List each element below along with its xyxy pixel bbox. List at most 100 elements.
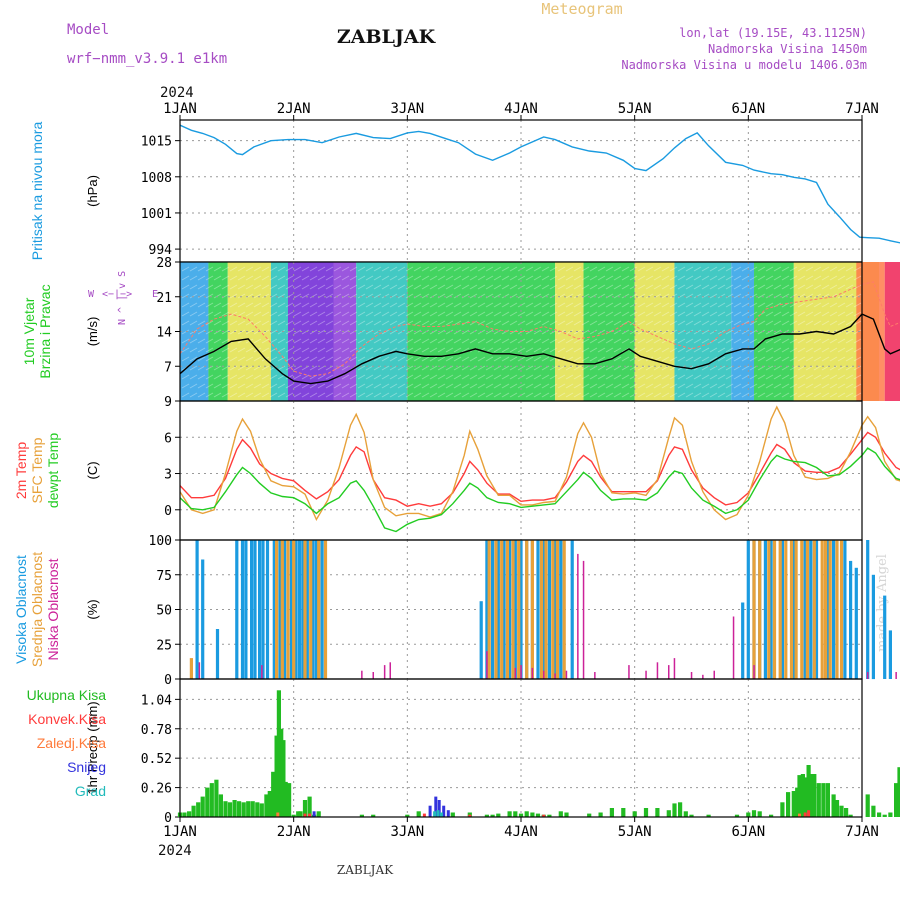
wind-barb <box>317 347 326 353</box>
wind-barb <box>829 374 838 380</box>
wind-barb <box>797 383 806 389</box>
bar-clouds-0 <box>261 540 265 679</box>
wind-barb <box>749 266 758 272</box>
wind-barb <box>365 383 374 389</box>
wind-barb <box>197 275 206 281</box>
wind-barb <box>749 329 758 335</box>
bar-precipitation-0 <box>598 812 603 817</box>
wind-barb <box>573 266 582 272</box>
wind-barb <box>181 293 190 299</box>
wind-barb <box>285 338 294 344</box>
bar-clouds-0 <box>305 540 309 679</box>
wind-barb <box>221 347 230 353</box>
bar-clouds-1 <box>805 540 809 679</box>
wind-barb <box>213 302 222 308</box>
wind-barb <box>405 338 414 344</box>
wind-barb <box>837 275 846 281</box>
wind-barb <box>741 383 750 389</box>
wind-barb <box>181 392 190 398</box>
wind-barb <box>213 374 222 380</box>
wind-barb <box>645 302 654 308</box>
wind-barb <box>221 311 230 317</box>
wind-barb <box>701 338 710 344</box>
wind-barb <box>581 320 590 326</box>
wind-barb <box>277 275 286 281</box>
wind-barb <box>213 293 222 299</box>
series-line-temperature-1 <box>179 405 900 522</box>
bar-clouds-0 <box>195 540 199 679</box>
bar-clouds-0 <box>849 560 853 679</box>
wind-barb <box>181 266 190 272</box>
wind-barb <box>637 338 646 344</box>
wind-barb <box>853 392 862 398</box>
wind-barb <box>509 284 518 290</box>
wind-barb <box>245 293 254 299</box>
wind-barb <box>813 356 822 362</box>
wind-barb <box>821 329 830 335</box>
wind-barb <box>309 320 318 326</box>
y-tick-label: 21 <box>156 291 172 306</box>
wind-barb <box>781 392 790 398</box>
wind-barb <box>749 302 758 308</box>
wind-barb <box>453 284 462 290</box>
bar-precipitation-0 <box>191 805 196 817</box>
bar-clouds-0 <box>320 540 324 679</box>
bar-clouds-1 <box>839 540 844 679</box>
wind-barb <box>669 293 678 299</box>
wind-barb <box>733 293 742 299</box>
wind-barb <box>237 293 246 299</box>
wind-barb <box>197 374 206 380</box>
bar-precipitation-0 <box>769 814 774 817</box>
bar-clouds-2 <box>690 672 693 679</box>
wind-barb <box>501 311 510 317</box>
wind-barb <box>853 320 862 326</box>
wind-barb <box>853 302 862 308</box>
wind-barb <box>845 275 854 281</box>
wind-barb <box>709 275 718 281</box>
wind-barb <box>301 320 310 326</box>
wind-barb <box>629 365 638 371</box>
wind-barb <box>597 374 606 380</box>
wind-barb <box>597 284 606 290</box>
wind-barb <box>269 374 278 380</box>
wind-barb <box>701 383 710 389</box>
wind-barb <box>453 266 462 272</box>
bar-precipitation-3 <box>437 800 441 817</box>
bar-clouds-1 <box>752 540 756 679</box>
wind-barb <box>389 347 398 353</box>
wind-barb <box>845 338 854 344</box>
wind-barb <box>405 347 414 353</box>
wind-barb <box>733 266 742 272</box>
wind-barb <box>213 266 222 272</box>
wind-barb <box>645 311 654 317</box>
wind-barb <box>357 374 366 380</box>
wind-barb <box>789 320 798 326</box>
wind-barb <box>293 266 302 272</box>
wind-barb <box>637 302 646 308</box>
bar-clouds-0 <box>485 540 489 679</box>
wind-barb <box>245 365 254 371</box>
wind-barb <box>373 329 382 335</box>
wind-barb <box>557 320 566 326</box>
wind-barb <box>733 329 742 335</box>
wind-barb <box>845 356 854 362</box>
wind-barb <box>277 302 286 308</box>
wind-barb <box>189 284 198 290</box>
wind-barb <box>469 311 478 317</box>
bar-clouds-0 <box>746 540 750 679</box>
bar-clouds-2 <box>565 670 568 679</box>
panel-precipitation: 0 0.26 0.52 0.78 1.04 1hr Precip (mm) <box>85 678 900 826</box>
compass-west: W <box>88 289 95 300</box>
wind-barb <box>821 302 830 308</box>
wind-barb <box>525 392 534 398</box>
wind-barb <box>709 311 718 317</box>
wind-barb <box>781 293 790 299</box>
wind-barb <box>805 311 814 317</box>
wind-barb <box>541 392 550 398</box>
wind-barb <box>733 374 742 380</box>
wind-barb <box>325 347 334 353</box>
wind-barb <box>205 293 214 299</box>
bar-clouds-0 <box>519 540 523 679</box>
wind-barb <box>613 284 622 290</box>
wind-barb <box>237 320 246 326</box>
